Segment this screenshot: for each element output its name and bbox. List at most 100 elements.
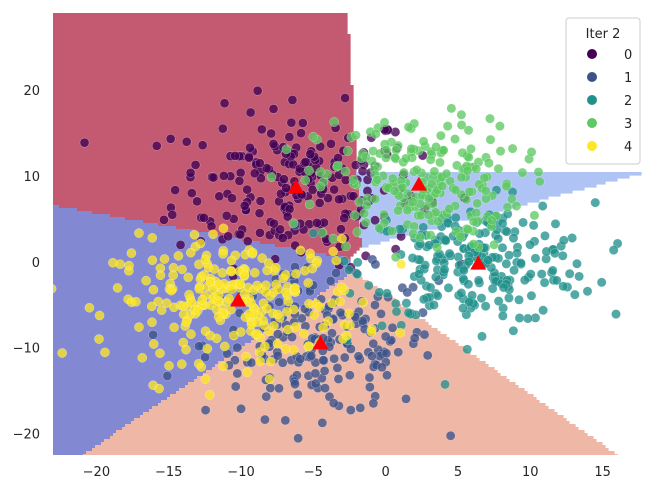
x-tick-label: −15 [155,465,182,480]
scatter-point [240,289,250,299]
region-cell [53,106,354,110]
region-cell [227,355,477,359]
scatter-point [337,233,347,244]
scatter-point [464,256,474,267]
scatter-point [433,216,443,227]
scatter-point [443,283,454,293]
scatter-point [100,347,110,358]
scatter-point [550,219,561,229]
scatter-point [254,208,265,219]
region-cell [53,280,339,284]
region-cell [179,388,525,392]
y-tick-label: −10 [13,342,40,357]
scatter-point [325,276,336,286]
region-cell [359,235,402,239]
region-cell [53,268,354,272]
scatter-point [387,226,398,236]
scatter-point [200,405,211,415]
region-cell [53,415,141,419]
legend-frame [565,17,641,165]
scatter-point [0,291,9,300]
region-cell [53,25,348,29]
scatter-point [148,339,159,349]
region-cell [53,172,357,176]
region-cell [53,85,354,89]
scatter-point [269,321,279,331]
region-cell [260,334,447,338]
scatter-point [242,367,252,378]
region-cell [113,433,588,437]
region-cell [143,220,360,224]
scatter-point [162,371,173,381]
region-cell [53,199,360,203]
scatter-point [219,171,229,181]
scatter-point [379,117,390,128]
scatter-point [541,246,552,257]
scatter-points [0,85,623,444]
region-cell [362,238,390,242]
region-cell [53,52,351,56]
scatter-point [389,186,400,196]
scatter-point [279,174,289,185]
scatter-point [148,284,159,295]
scatter-point [431,142,441,152]
scatter-point [480,301,491,311]
region-cell [53,364,216,368]
scatter-point [374,287,385,298]
scatter-point [53,284,57,294]
region-cell [53,442,102,446]
scatter-point [329,117,340,127]
region-cell [335,283,372,287]
scatter-point [518,217,528,228]
scatter-point [476,293,487,303]
scatter-point [525,269,536,279]
region-cell [53,160,357,164]
centroid-marker [470,255,487,270]
scatter-point [315,167,326,177]
scatter-point [529,210,540,221]
scatter-point [296,128,306,138]
scatter-point [509,265,519,276]
scatter-point [187,188,197,198]
scatter-point [209,264,220,274]
legend-entry-label: 3 [624,117,632,132]
scatter-point [450,212,461,223]
scatter-point [501,259,512,269]
centroid-marker [312,335,329,350]
region-cell [362,244,369,248]
scatter-point [258,298,269,309]
scatter-point [257,253,267,263]
scatter-point [426,179,437,189]
scatter-point [432,290,443,301]
scatter-point [345,370,355,381]
scatter-point [336,224,346,234]
scatter-point [483,255,493,265]
scatter-point [249,168,260,179]
scatter-point [288,218,299,229]
region-cell [53,406,153,410]
scatter-point [353,351,364,362]
scatter-point [268,104,279,114]
scatter-point [526,290,537,301]
scatter-point [232,342,243,353]
scatter-point [241,351,251,362]
scatter-point [306,351,317,361]
scatter-point [395,327,406,338]
scatter-point [303,278,314,288]
region-cell [53,82,351,86]
scatter-point [207,284,218,294]
scatter-point [372,174,383,185]
scatter-point [368,338,379,349]
scatter-point [126,248,137,258]
region-cell [344,277,363,281]
scatter-point [245,107,256,118]
scatter-point [218,361,229,372]
scatter-point [440,379,450,390]
region-cell [362,241,381,245]
scatter-point [199,212,209,223]
scatter-point [366,327,377,337]
scatter-point [485,113,495,124]
region-cell [53,373,204,377]
scatter-point [164,360,174,371]
region-cell [53,43,351,47]
